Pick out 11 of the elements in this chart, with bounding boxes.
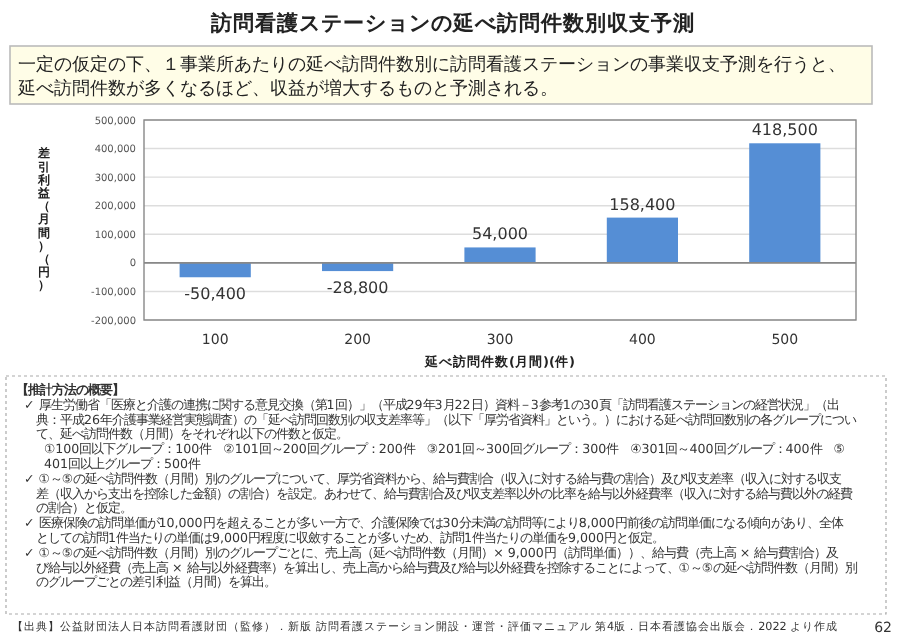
data-label: 158,400 bbox=[609, 195, 676, 214]
data-label: 54,000 bbox=[472, 225, 528, 244]
chart-title: 訪問看護ステーションの延べ訪問件数別収支予測 bbox=[209, 10, 695, 36]
bar bbox=[464, 247, 536, 263]
bar bbox=[606, 217, 678, 263]
chart-subtitle: 一定の仮定の下、１事業所あたりの延べ訪問件数別に訪問看護ステーションの事業収支予測を行うと、延べ訪問件数が多くなるほど、収益が増大するものと予測される。 bbox=[16, 54, 846, 100]
bar bbox=[749, 143, 821, 263]
data-label: 418,500 bbox=[751, 121, 818, 140]
data-label: -50,400 bbox=[184, 285, 247, 304]
bar bbox=[179, 262, 251, 278]
data-label: -28,800 bbox=[326, 279, 389, 298]
